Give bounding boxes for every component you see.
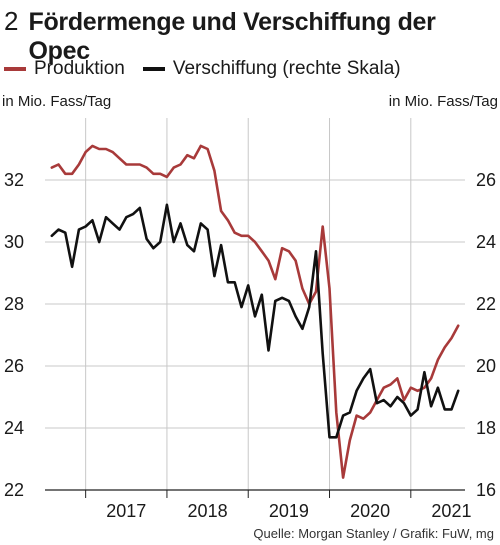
- y-right-tick-label: 16: [476, 480, 496, 500]
- x-tick-label: 2019: [269, 501, 309, 521]
- y-left-tick-label: 32: [4, 170, 24, 190]
- legend-item-produktion: Produktion: [4, 58, 125, 80]
- legend-swatch-produktion: [4, 67, 26, 71]
- series-line-verschiffung: [50, 203, 460, 439]
- legend-swatch-verschiffung: [142, 67, 165, 71]
- chart-title: Fördermenge und Verschiffung der Opec: [28, 8, 436, 65]
- axes: 22 24 26 28 30 32 16 18 20 22 24 26 2017 2018 2019 2020…: [4, 170, 496, 521]
- series-line-produktion: [50, 144, 460, 479]
- y-left-tick-label: 22: [4, 480, 24, 500]
- legend-label-produktion: Produktion: [34, 58, 125, 79]
- y-axis-left-label: in Mio. Fass/Tag: [2, 93, 111, 110]
- legend-label-verschiffung: Verschiffung (rechte Skala): [172, 58, 401, 79]
- gridlines: [45, 118, 465, 490]
- series-lines: [50, 144, 460, 479]
- legend-item-verschiffung: Verschiffung (rechte Skala): [142, 58, 401, 80]
- y-left-tick-label: 28: [4, 294, 24, 314]
- y-right-tick-label: 18: [476, 418, 496, 438]
- y-right-tick-label: 20: [476, 356, 496, 376]
- y-right-tick-label: 26: [476, 170, 496, 190]
- source-note: Quelle: Morgan Stanley / Grafik: FuW, mg: [253, 526, 494, 541]
- y-left-tick-label: 24: [4, 418, 24, 438]
- y-axis-right-label: in Mio. Fass/Tag: [389, 93, 498, 110]
- figure-number: 2: [4, 6, 19, 36]
- legend: Produktion Verschiffung (rechte Skala): [4, 56, 419, 82]
- y-left-tick-label: 26: [4, 356, 24, 376]
- x-tick-label: 2017: [106, 501, 146, 521]
- x-tick-label: 2020: [350, 501, 390, 521]
- title-row: 2 Fördermenge und Verschiffung der Opec: [4, 6, 500, 65]
- y-right-tick-label: 22: [476, 294, 496, 314]
- y-left-tick-label: 30: [4, 232, 24, 252]
- y-right-tick-label: 24: [476, 232, 496, 252]
- x-tick-label: 2018: [188, 501, 228, 521]
- x-tick-label: 2021: [431, 501, 471, 521]
